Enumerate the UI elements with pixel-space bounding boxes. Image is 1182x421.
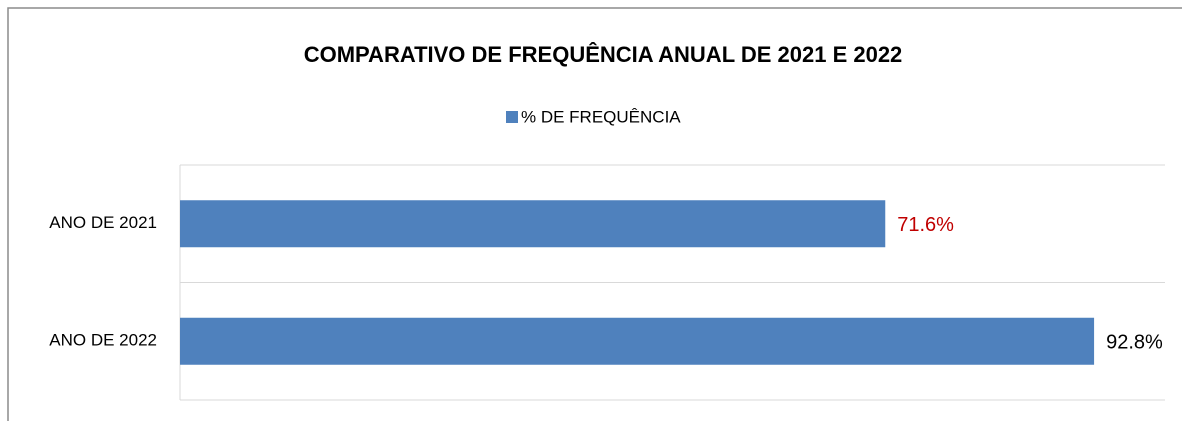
chart-frame — [7, 7, 1182, 421]
data-label: 92.8% — [1106, 332, 1163, 354]
bar — [180, 200, 886, 248]
legend-label: % DE FREQUÊNCIA — [521, 107, 681, 126]
bar — [180, 317, 1095, 365]
chart-title: COMPARATIVO DE FREQUÊNCIA ANUAL DE 2021 … — [304, 42, 903, 67]
data-label: 71.6% — [897, 214, 954, 236]
y-tick-label: ANO DE 2022 — [49, 331, 157, 350]
legend-swatch — [506, 111, 518, 123]
y-tick-label: ANO DE 2021 — [49, 213, 157, 232]
